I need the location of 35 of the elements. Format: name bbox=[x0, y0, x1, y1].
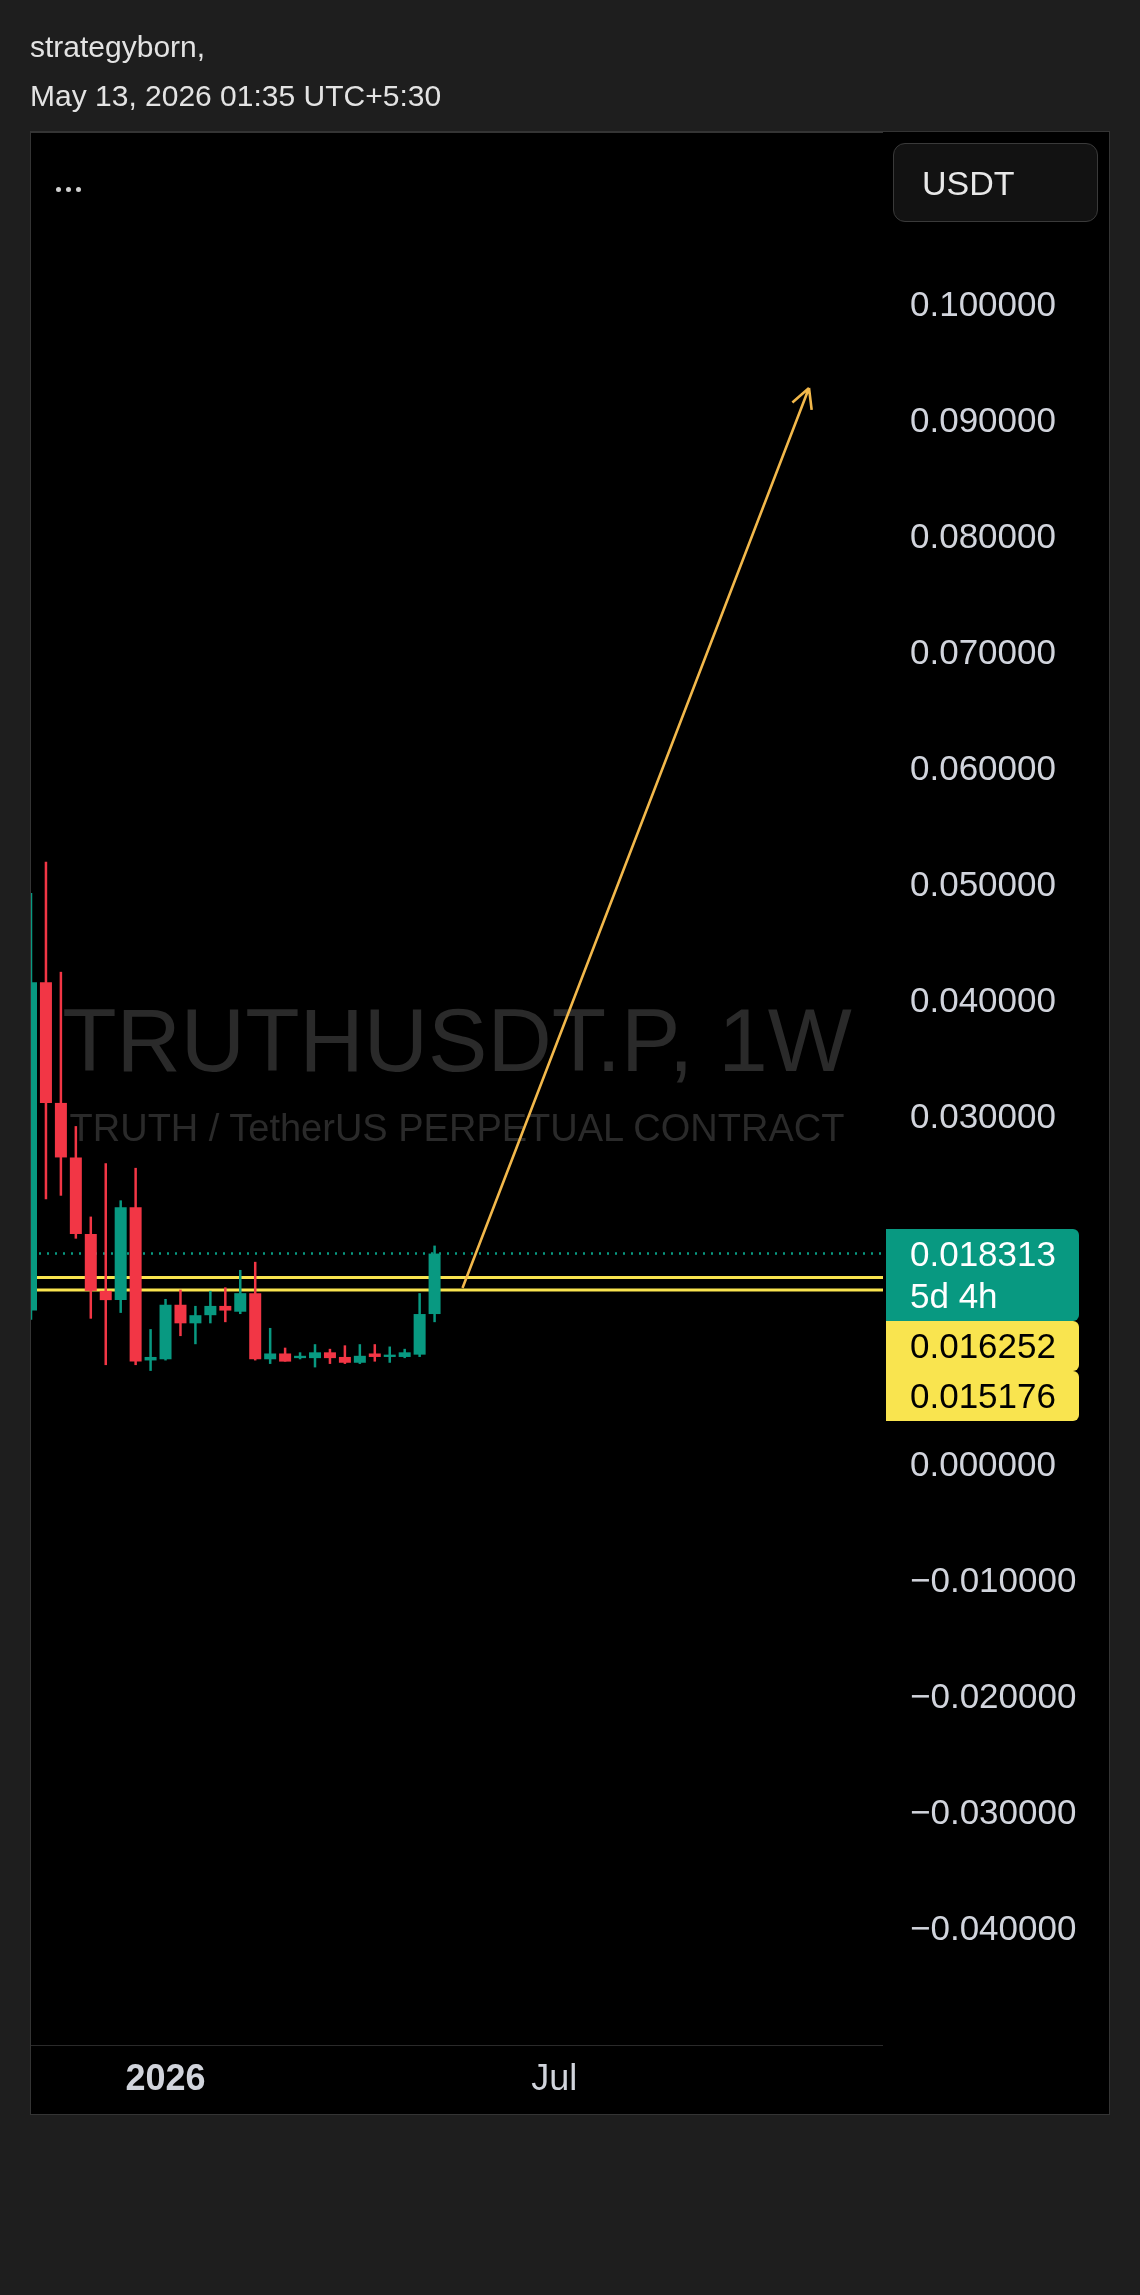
candlestick bbox=[338, 1344, 351, 1366]
y-tick-label: −0.020000 bbox=[910, 1675, 1077, 1715]
y-tick-label: 0.000000 bbox=[910, 1443, 1056, 1483]
ref-line-label: 0.015176 bbox=[910, 1375, 1056, 1415]
candlestick bbox=[99, 1161, 112, 1367]
candlestick bbox=[234, 1268, 247, 1316]
candlestick bbox=[219, 1286, 232, 1324]
y-tick-label: −0.040000 bbox=[910, 1907, 1077, 1947]
y-tick-label: 0.030000 bbox=[910, 1095, 1056, 1135]
candlestick bbox=[264, 1326, 277, 1366]
y-tick-label: 0.040000 bbox=[910, 979, 1056, 1019]
candlestick bbox=[204, 1289, 217, 1325]
text: strategyborn, bbox=[30, 30, 206, 64]
y-tick-label: −0.030000 bbox=[910, 1791, 1077, 1831]
y-axis-title: USDT bbox=[922, 164, 1015, 202]
candlestick bbox=[174, 1288, 187, 1338]
ref-line-label: 0.016252 bbox=[910, 1325, 1056, 1365]
price-tag: 0.018313 5d 4h bbox=[886, 1228, 1079, 1321]
y-tick-label: 0.090000 bbox=[910, 399, 1056, 439]
x-tick-label: 2026 bbox=[125, 2056, 206, 2098]
candlestick bbox=[189, 1304, 202, 1346]
candlestick bbox=[309, 1342, 321, 1369]
price-tag: 0.015176 bbox=[886, 1370, 1079, 1421]
y-tick-label: 0.050000 bbox=[910, 863, 1056, 903]
currency-button: USDT bbox=[893, 143, 1098, 222]
price-tag: 0.016252 bbox=[886, 1320, 1079, 1371]
y-tick-label: −0.010000 bbox=[910, 1559, 1077, 1599]
y-tick-label: 0.100000 bbox=[910, 283, 1056, 323]
y-tick-label: 0.080000 bbox=[910, 515, 1056, 555]
ref-line-label: 0.018313 5d 4h bbox=[910, 1233, 1056, 1315]
text: May 13, 2026 01:35 UTC+5:30 bbox=[30, 79, 442, 113]
candlestick bbox=[353, 1342, 366, 1366]
y-tick-label: 0.070000 bbox=[910, 631, 1056, 671]
y-tick-label: 0.060000 bbox=[910, 747, 1056, 787]
x-tick-label: Jul bbox=[531, 2056, 578, 2098]
